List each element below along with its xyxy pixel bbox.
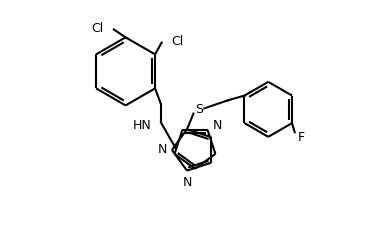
Text: F: F — [297, 131, 304, 144]
Text: HN: HN — [133, 118, 152, 132]
Text: N: N — [213, 119, 222, 132]
Text: Cl: Cl — [91, 22, 103, 35]
Text: Cl: Cl — [171, 35, 183, 48]
Text: S: S — [195, 103, 203, 116]
Text: N: N — [158, 143, 167, 156]
Text: N: N — [182, 176, 192, 189]
